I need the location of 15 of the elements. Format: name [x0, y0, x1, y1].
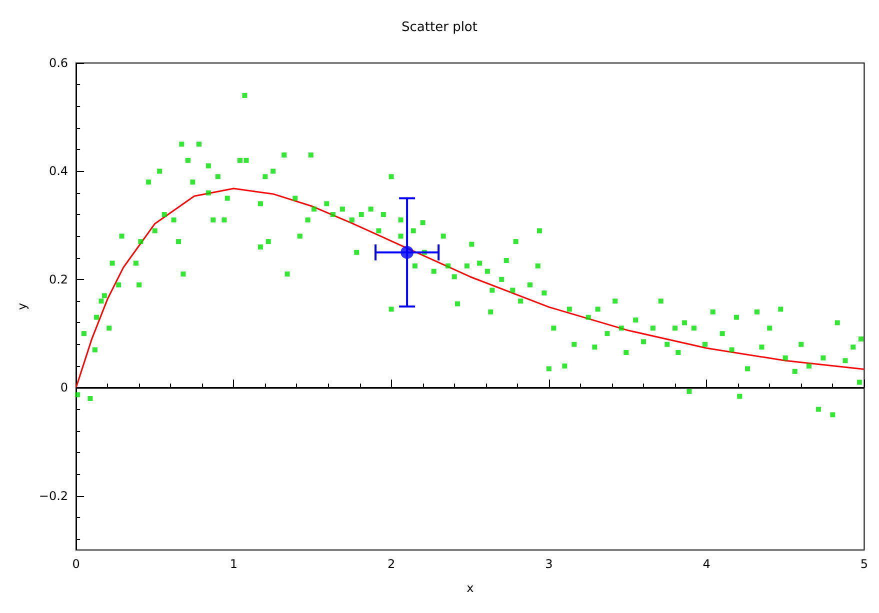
y-tick-label: 0.2: [48, 272, 68, 286]
y-tick-label: 0: [60, 380, 68, 395]
x-tick-label: 4: [702, 557, 710, 571]
x-tick-label: 0: [72, 557, 80, 571]
y-tick-label: 0.6: [48, 56, 68, 70]
x-axis-title: x: [466, 581, 474, 595]
x-tick-label: 2: [387, 557, 396, 571]
x-tick-label: 3: [545, 557, 553, 571]
y-tick-label: −0.2: [38, 488, 68, 503]
y-axis-title: y: [15, 302, 29, 310]
line-series: [75, 188, 865, 388]
x-tick-label: 1: [230, 557, 238, 571]
x-tick-label: 5: [860, 557, 868, 571]
y-tick-label: 0.4: [48, 164, 68, 178]
chart-title: Scatter plot: [402, 20, 478, 35]
